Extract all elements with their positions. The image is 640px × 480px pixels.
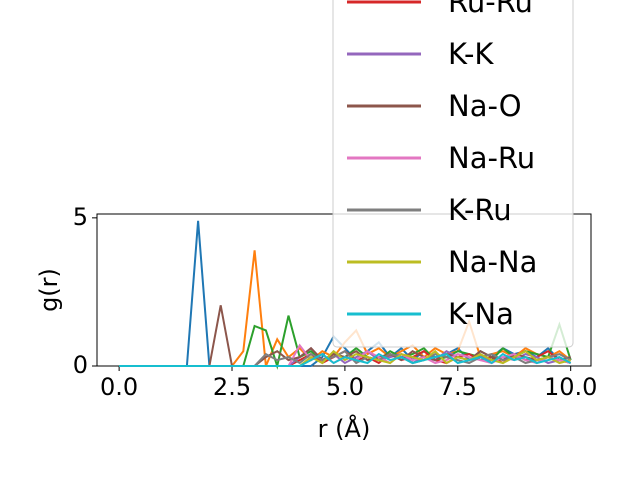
legend-label: Na-Ru xyxy=(448,141,535,175)
legend-box xyxy=(332,0,574,348)
legend-label: Na-Na xyxy=(448,245,537,279)
y-axis-label: g(r) xyxy=(35,268,63,312)
data-line xyxy=(119,352,572,367)
legend-label: Na-O xyxy=(448,89,522,123)
legend-label: K-K xyxy=(448,37,494,71)
y-tick-label: 5 xyxy=(73,203,88,231)
x-tick-label: 0.0 xyxy=(100,373,138,401)
x-axis-label: r (Å) xyxy=(318,414,371,443)
x-tick-label: 2.5 xyxy=(213,373,251,401)
x-tick-label: 7.5 xyxy=(439,373,477,401)
x-tick-label: 5.0 xyxy=(326,373,364,401)
x-tick-label: 10.0 xyxy=(544,373,597,401)
legend-label: K-Ru xyxy=(448,193,512,227)
legend-label: K-Na xyxy=(448,297,514,331)
y-tick-label: 0 xyxy=(73,351,88,379)
legend-label: Ru-Ru xyxy=(448,0,533,19)
